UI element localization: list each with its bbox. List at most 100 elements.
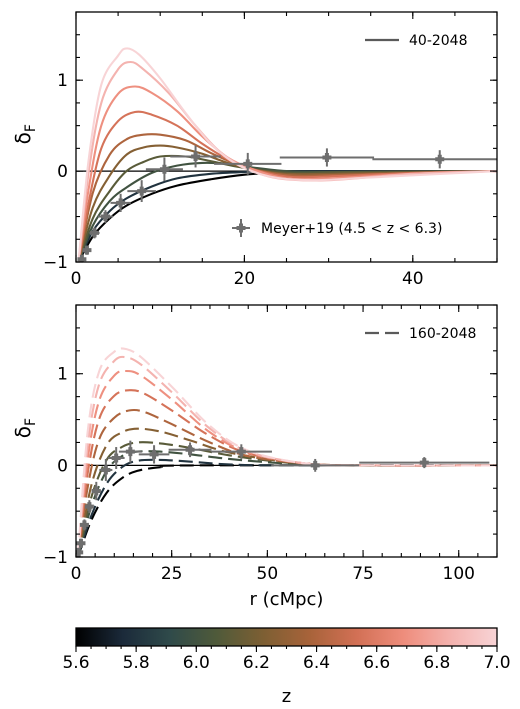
x-tick-label: 0 xyxy=(71,564,82,584)
observation-point xyxy=(97,210,114,223)
observation-point xyxy=(359,457,490,469)
obs-marker xyxy=(76,538,86,548)
obs-marker xyxy=(125,447,135,457)
observation-point xyxy=(110,193,131,212)
series-line-z-6_55 xyxy=(76,389,497,557)
observation-point xyxy=(107,447,125,470)
colorbar-tick-label: 5.6 xyxy=(62,653,89,673)
observation-point xyxy=(170,145,221,168)
observation-point xyxy=(138,445,170,464)
observation-point xyxy=(84,500,94,514)
series-line-z-6_55 xyxy=(77,110,497,262)
obs-marker xyxy=(79,520,89,530)
series-line-z-5_6 xyxy=(76,464,497,557)
series-line-z-6_85 xyxy=(76,355,497,557)
observation-point xyxy=(118,440,142,463)
y-tick-label: −1 xyxy=(43,253,68,273)
obs-marker xyxy=(322,152,332,162)
obs-marker xyxy=(310,460,320,470)
obs-marker xyxy=(77,254,87,262)
x-tick-label: 100 xyxy=(443,564,475,584)
obs-marker xyxy=(116,198,126,208)
colorbar-gradient xyxy=(76,628,497,646)
observation-point xyxy=(76,538,86,548)
series-line-z-6_4 xyxy=(76,408,497,557)
y-tick-label: 0 xyxy=(57,162,68,182)
colorbar-tick-label: 6.6 xyxy=(363,653,390,673)
legend-observation-label: Meyer+19 (4.5 < z < 6.3) xyxy=(261,221,442,237)
obs-marker xyxy=(84,502,94,512)
legend-label: 160-2048 xyxy=(409,326,476,342)
observation-point xyxy=(127,180,156,202)
observation-point xyxy=(279,148,375,167)
colorbar-label: z xyxy=(282,686,291,707)
obs-marker xyxy=(91,486,101,496)
series-line-z-5_8 xyxy=(76,458,497,557)
series-line-z-6 xyxy=(76,450,497,557)
series-line-z-6_25 xyxy=(76,427,497,557)
y-axis-label: δF xyxy=(11,124,39,144)
x-tick-label: 20 xyxy=(234,269,256,289)
obs-marker xyxy=(191,152,201,162)
y-tick-label: 1 xyxy=(57,71,68,91)
obs-marker xyxy=(111,453,121,463)
observation-point xyxy=(145,157,183,182)
obs-marker xyxy=(90,228,100,238)
x-tick-label: 50 xyxy=(257,564,279,584)
series-line-z-6_4 xyxy=(77,133,497,262)
colorbar-tick-label: 6.2 xyxy=(243,653,270,673)
colorbar-tick-label: 5.8 xyxy=(123,653,150,673)
obs-marker xyxy=(435,154,445,164)
series-line-z-7 xyxy=(77,47,497,262)
observation-point xyxy=(79,519,89,531)
obs-marker xyxy=(149,449,159,459)
observation-point xyxy=(214,152,282,175)
observation-point xyxy=(168,442,212,458)
obs-marker xyxy=(419,458,429,468)
obs-marker xyxy=(100,212,110,222)
observation-point xyxy=(76,547,84,557)
legend-label: 40-2048 xyxy=(409,33,468,49)
series-line-z-6_25 xyxy=(77,144,497,262)
observation-point xyxy=(372,150,497,169)
colorbar: 5.6 5.8 6.0 6.2 6.4 6.6 6.8 7.0 z xyxy=(62,627,511,707)
observation-point xyxy=(89,227,100,239)
y-axis-label: δF xyxy=(11,418,39,438)
obs-marker xyxy=(236,447,246,457)
observation-point xyxy=(91,481,101,501)
obs-marker xyxy=(243,159,253,169)
obs-marker xyxy=(101,465,111,475)
y-tick-label: 1 xyxy=(57,365,68,385)
x-tick-label: 0 xyxy=(71,269,82,289)
colorbar-tick-label: 6.0 xyxy=(183,653,210,673)
obs-marker xyxy=(76,547,84,557)
observation-point xyxy=(210,444,272,459)
plot-area xyxy=(76,47,497,262)
observation-point xyxy=(99,458,113,481)
x-tick-label: 25 xyxy=(161,564,183,584)
legend-obs-marker xyxy=(236,223,246,233)
axes-frame xyxy=(75,304,498,558)
x-tick-label: 40 xyxy=(402,269,424,289)
y-tick-label: −1 xyxy=(43,548,68,568)
obs-marker xyxy=(185,445,195,455)
obs-marker xyxy=(82,245,92,255)
series-line-z-7 xyxy=(76,347,497,557)
obs-marker xyxy=(137,186,147,196)
plot-area xyxy=(76,347,497,557)
obs-marker xyxy=(159,164,169,174)
observation-point xyxy=(82,245,92,255)
legend-observation xyxy=(232,219,250,237)
colorbar-tick-label: 6.8 xyxy=(423,653,450,673)
series-line-z-6_7 xyxy=(77,85,497,262)
x-tick-label: 75 xyxy=(352,564,374,584)
x-axis-label: r (cMpc) xyxy=(250,589,324,610)
observation-point xyxy=(271,458,360,472)
y-tick-label: 0 xyxy=(57,456,68,476)
colorbar-tick-label: 7.0 xyxy=(483,653,510,673)
colorbar-tick-label: 6.4 xyxy=(303,653,330,673)
series-line-z-6_7 xyxy=(76,369,497,557)
